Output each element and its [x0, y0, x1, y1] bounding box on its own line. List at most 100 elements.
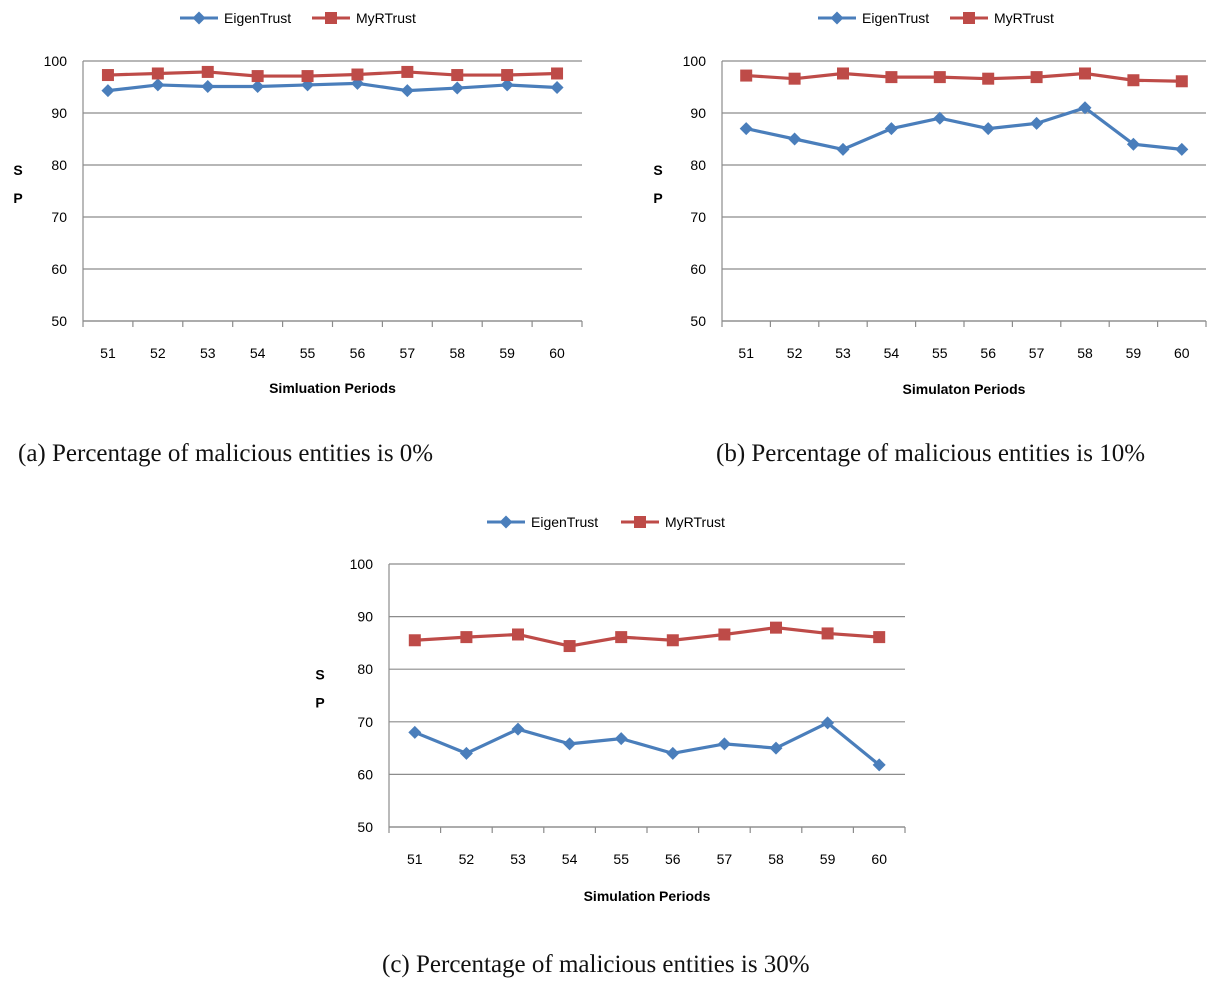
data-point-myrtrust: [933, 71, 946, 84]
data-point-myrtrust: [351, 68, 364, 81]
data-point-myrtrust: [740, 69, 753, 82]
data-point-eigentrust: [981, 122, 995, 136]
y-tick-label: 70: [51, 209, 67, 225]
data-point-myrtrust: [1030, 71, 1043, 84]
data-point-myrtrust: [666, 634, 679, 647]
data-point-eigentrust: [821, 716, 835, 730]
data-point-myrtrust: [551, 67, 564, 80]
data-point-eigentrust: [1175, 142, 1189, 156]
data-point-myrtrust: [788, 72, 801, 85]
x-tick-label: 58: [1077, 345, 1093, 361]
y-tick-label: 60: [51, 261, 67, 277]
data-point-eigentrust: [614, 732, 628, 746]
data-point-myrtrust: [101, 69, 114, 82]
y-axis-label: P: [13, 190, 22, 206]
series-line-myrtrust: [107, 70, 558, 78]
data-point-eigentrust: [201, 79, 215, 93]
y-axis-label: P: [653, 190, 662, 206]
data-point-myrtrust: [982, 72, 995, 85]
data-point-myrtrust: [512, 628, 524, 641]
y-tick-label: 100: [350, 556, 374, 572]
data-point-myrtrust: [718, 628, 731, 641]
data-point-myrtrust: [1079, 67, 1091, 80]
data-point-myrtrust: [301, 70, 314, 83]
y-tick-label: 50: [357, 819, 373, 835]
data-point-myrtrust: [873, 631, 886, 644]
data-point-eigentrust: [301, 78, 315, 92]
series-line-myrtrust: [746, 71, 1182, 83]
caption-a: (a) Percentage of malicious entities is …: [18, 440, 434, 467]
data-point-eigentrust: [717, 737, 731, 751]
data-point-eigentrust: [872, 758, 886, 772]
legend-label: MyRTrust: [994, 10, 1054, 26]
x-tick-label: 59: [499, 345, 515, 361]
x-tick-label: 52: [459, 851, 475, 867]
x-tick-label: 57: [1029, 345, 1045, 361]
x-tick-label: 60: [871, 851, 887, 867]
x-tick-label: 55: [932, 345, 948, 361]
legend-label: EigenTrust: [862, 10, 929, 26]
y-tick-label: 100: [44, 53, 68, 69]
legend-label: EigenTrust: [531, 514, 598, 530]
y-axis-label: S: [315, 667, 324, 683]
data-point-eigentrust: [1030, 116, 1044, 130]
data-point-eigentrust: [459, 746, 473, 760]
data-point-myrtrust: [770, 621, 782, 634]
x-tick-label: 60: [1174, 345, 1190, 361]
data-point-eigentrust: [511, 722, 525, 736]
data-point-myrtrust: [821, 627, 834, 640]
data-point-myrtrust: [460, 631, 473, 644]
y-tick-label: 80: [357, 661, 373, 677]
y-tick-label: 90: [51, 105, 67, 121]
y-axis-label: S: [13, 162, 22, 178]
data-point-eigentrust: [101, 84, 115, 98]
x-tick-label: 59: [1126, 345, 1142, 361]
x-axis-title: Simulaton Periods: [903, 381, 1026, 397]
data-point-eigentrust: [933, 111, 947, 125]
x-tick-label: 53: [200, 345, 216, 361]
data-point-eigentrust: [450, 81, 464, 95]
y-tick-label: 60: [690, 261, 706, 277]
legend-marker-myrtrust: [634, 516, 646, 528]
data-point-eigentrust: [884, 122, 898, 136]
data-point-myrtrust: [408, 634, 421, 647]
legend-marker-eigentrust: [830, 11, 844, 25]
x-axis-title: Simulation Periods: [584, 888, 711, 904]
series-line-myrtrust: [414, 626, 880, 648]
x-tick-label: 56: [665, 851, 681, 867]
data-point-myrtrust: [563, 640, 576, 653]
legend-label: MyRTrust: [665, 514, 725, 530]
data-point-eigentrust: [251, 79, 265, 93]
y-tick-label: 50: [690, 313, 706, 329]
data-point-myrtrust: [837, 67, 849, 80]
x-tick-label: 57: [400, 345, 416, 361]
legend-label: MyRTrust: [356, 10, 416, 26]
data-point-myrtrust: [885, 71, 898, 84]
x-tick-label: 53: [835, 345, 851, 361]
legend-marker-myrtrust: [963, 12, 975, 24]
y-tick-label: 70: [690, 209, 706, 225]
y-axis-label: P: [315, 695, 324, 711]
data-point-eigentrust: [550, 81, 564, 95]
x-tick-label: 54: [250, 345, 266, 361]
data-point-eigentrust: [666, 746, 680, 760]
data-point-eigentrust: [400, 84, 414, 98]
data-point-eigentrust: [788, 132, 802, 146]
data-point-eigentrust: [769, 741, 783, 755]
legend-marker-eigentrust: [499, 515, 513, 529]
series-line-eigentrust: [414, 721, 881, 767]
data-point-myrtrust: [251, 70, 264, 83]
data-point-myrtrust: [151, 67, 164, 80]
caption-b: (b) Percentage of malicious entities is …: [716, 440, 1146, 467]
data-point-eigentrust: [151, 78, 165, 92]
data-point-myrtrust: [615, 631, 628, 644]
x-tick-label: 58: [449, 345, 465, 361]
data-point-myrtrust: [201, 65, 214, 78]
y-tick-label: 100: [683, 53, 707, 69]
x-tick-label: 60: [549, 345, 565, 361]
x-tick-label: 54: [562, 851, 578, 867]
x-tick-label: 54: [884, 345, 900, 361]
x-tick-label: 56: [980, 345, 996, 361]
